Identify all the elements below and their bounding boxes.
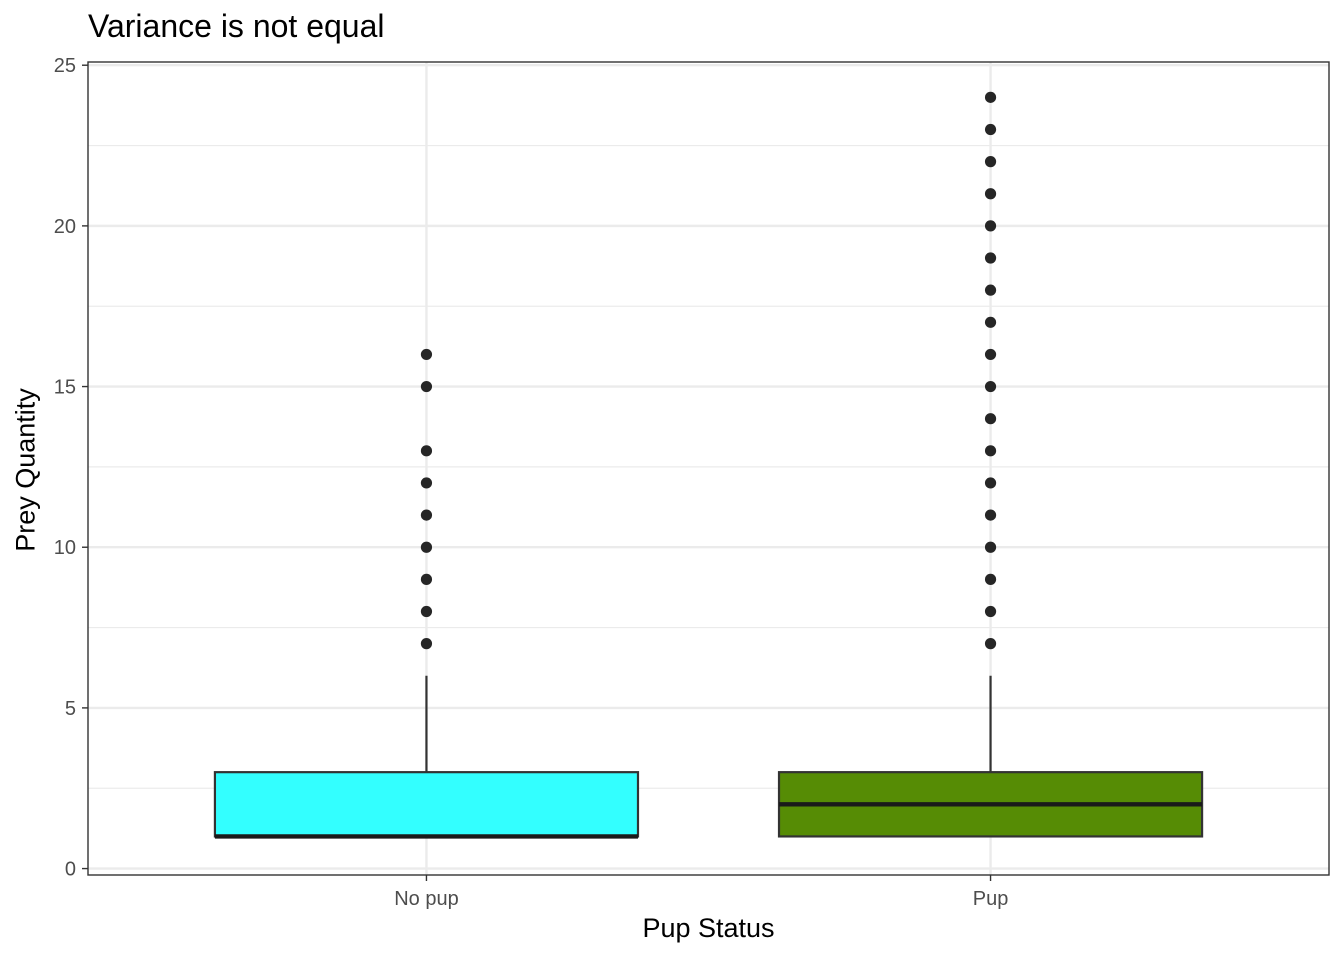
outlier-point [420,477,433,489]
y-tick-label: 25 [54,55,76,77]
x-axis: No pup Pup [394,875,1008,910]
plot-panel-border [87,61,1330,876]
outlier-point [420,605,433,618]
outlier-point [984,380,997,393]
outlier-point [984,573,997,585]
y-tick-label: 10 [54,537,76,559]
outlier-point [420,380,433,393]
y-axis-title: Prey Quantity [10,388,41,552]
x-tick-label: Pup [973,888,1009,910]
outlier-point [984,316,997,328]
outlier-point [984,156,997,168]
boxes-layer [213,91,1204,839]
box-pup [777,91,1204,838]
outlier-point [984,638,997,650]
outlier-point [984,284,997,296]
outlier-point [984,605,997,618]
box-no-pup [213,348,640,839]
outlier-point [984,541,997,553]
outlier-point [984,477,997,489]
x-tick-label: No pup [394,888,459,910]
outlier-point [984,413,997,425]
outlier-point [420,348,433,361]
y-axis: 0 5 10 15 20 25 [54,55,88,881]
outlier-point [984,509,997,521]
box-iqr [213,771,640,838]
major-gridlines [88,62,1329,875]
y-tick-label: 0 [65,859,76,881]
outlier-point [984,123,997,136]
outlier-point [420,445,433,457]
outlier-point [984,91,997,103]
y-tick-label: 5 [65,698,76,720]
y-tick-label: 15 [54,377,76,399]
outlier-point [420,541,433,553]
outlier-point [984,188,997,200]
outlier-point [984,445,997,457]
outlier-point [984,252,997,264]
outlier-point [420,638,433,650]
chart-title: Variance is not equal [88,8,385,44]
outlier-point [420,509,433,521]
x-axis-title: Pup Status [642,913,775,943]
outlier-point [984,220,997,232]
minor-gridlines [88,144,1329,789]
outlier-point [984,348,997,361]
outlier-point [420,573,433,585]
y-tick-label: 20 [54,216,76,238]
